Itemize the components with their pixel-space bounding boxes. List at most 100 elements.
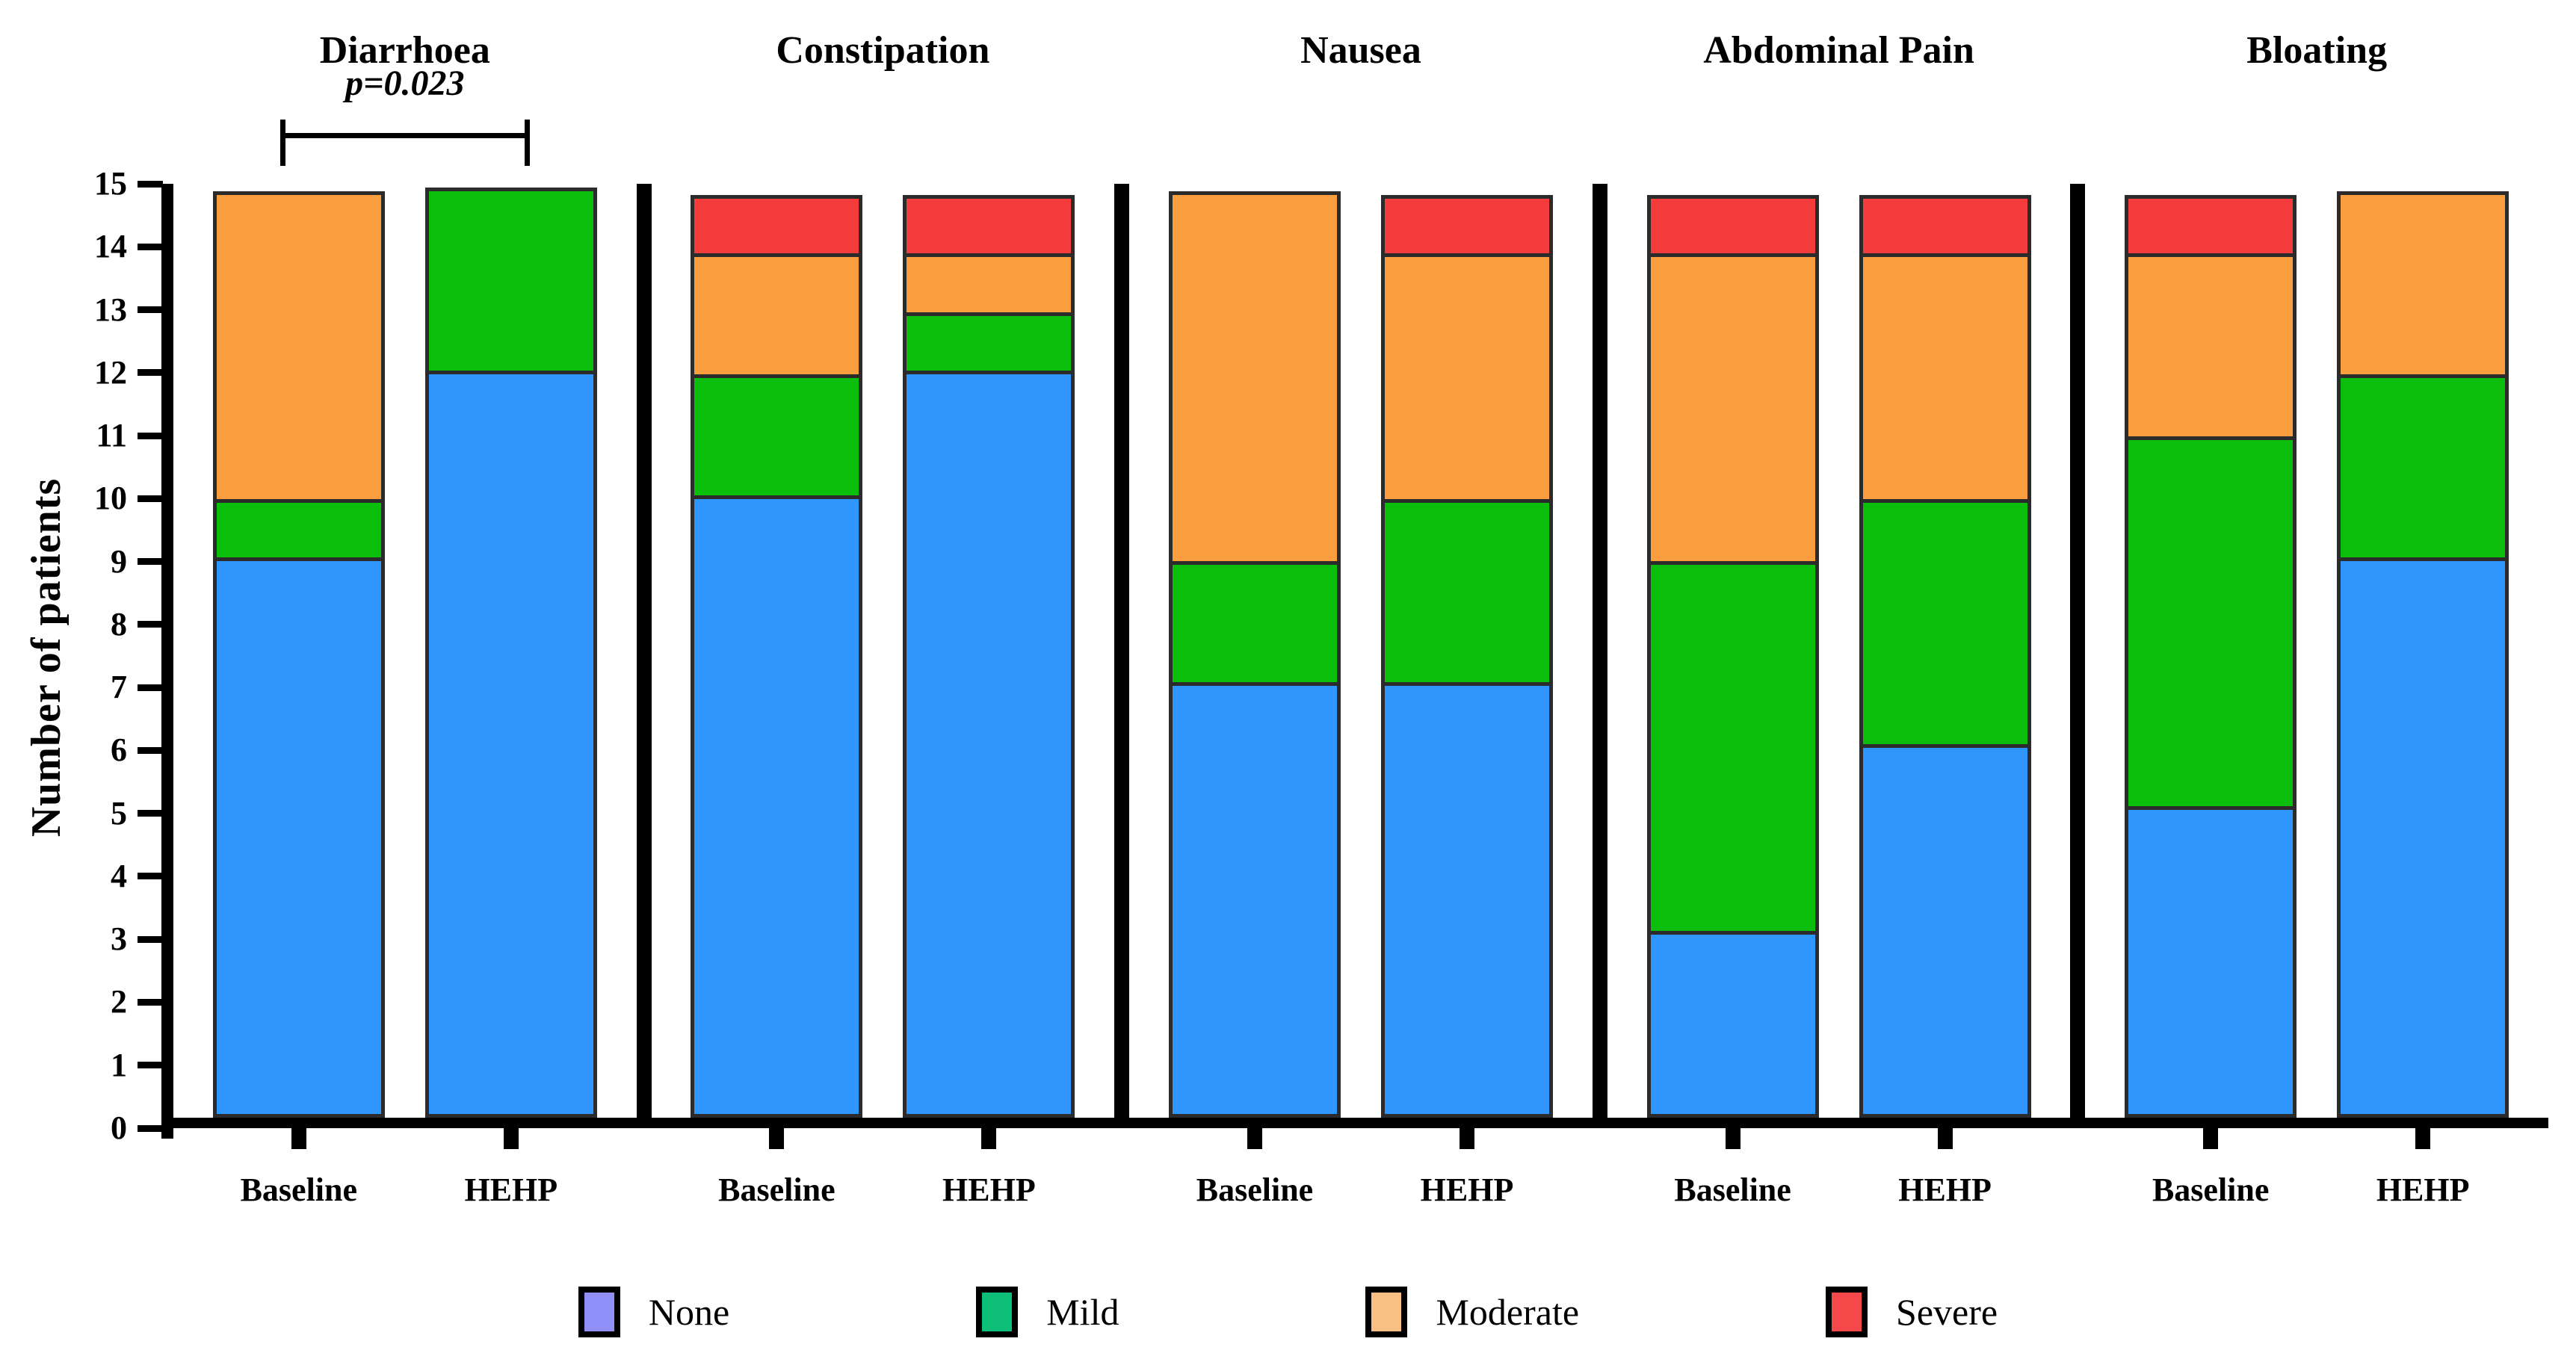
panel-abdominal-pain: Abdominal Pain Baseline HEHP	[1607, 29, 2086, 1208]
segment-none	[1168, 681, 1341, 1118]
x-axis-label: HEHP	[942, 1172, 1036, 1208]
stacked-bar-baseline: Baseline	[1646, 184, 1819, 1208]
y-axis-tick-label: 13	[94, 291, 127, 328]
x-axis-label: Baseline	[718, 1172, 835, 1208]
panel-title: Diarrhoea	[319, 29, 490, 72]
y-axis-tick-label: 2	[111, 983, 127, 1021]
legend-label: Moderate	[1436, 1291, 1580, 1333]
segment-mild	[2337, 374, 2509, 561]
segment-none	[2337, 557, 2509, 1118]
y-axis-tick	[138, 1124, 163, 1132]
segment-mild	[1646, 561, 1819, 935]
segment-mild	[212, 498, 385, 561]
segment-moderate	[1168, 191, 1341, 566]
y-axis-tick-label: 3	[111, 920, 127, 958]
legend-label: Mild	[1046, 1291, 1119, 1333]
y-axis-tick-label: 6	[111, 731, 127, 769]
x-axis-label: Baseline	[1196, 1172, 1314, 1208]
segment-none	[212, 557, 385, 1118]
x-axis-label: Baseline	[1674, 1172, 1791, 1208]
segment-moderate	[1859, 253, 2031, 503]
y-axis-tick-label: 0	[111, 1109, 127, 1146]
legend: None Mild Moderate Severe	[0, 1287, 2576, 1337]
panel-title: Nausea	[1300, 29, 1421, 72]
legend-item-moderate: Moderate	[1365, 1287, 1579, 1337]
x-axis-tick	[769, 1128, 785, 1149]
y-axis-line	[161, 184, 173, 1139]
y-axis-tick	[138, 180, 163, 188]
segment-severe	[1380, 195, 1553, 258]
chart-plot-area: 0 1 2 3 4 5 6 7 8 9 10 11 12 13 14 15 Diarrhoea p=0.023 Ba…	[94, 29, 2548, 1208]
legend-label: None	[648, 1291, 730, 1333]
panel-title: Constipation	[776, 29, 990, 72]
stacked-bar-hehp: HEHP	[903, 184, 1075, 1208]
y-axis-tick	[138, 432, 163, 439]
segment-mild	[691, 374, 863, 499]
segment-mild	[1859, 498, 2031, 748]
legend-item-severe: Severe	[1826, 1287, 1998, 1337]
segment-severe	[903, 195, 1075, 258]
x-axis-label: HEHP	[1420, 1172, 1514, 1208]
legend-label: Severe	[1896, 1291, 1998, 1333]
y-axis-tick-label: 12	[94, 353, 127, 391]
p-value-annotation: p=0.023	[345, 64, 465, 103]
segment-severe	[691, 195, 863, 258]
x-axis-label: Baseline	[240, 1172, 358, 1208]
x-axis-tick	[2415, 1128, 2431, 1149]
segment-none	[1646, 931, 1819, 1118]
y-axis-tick	[138, 684, 163, 691]
segment-moderate	[2337, 191, 2509, 378]
x-axis-tick	[503, 1128, 519, 1149]
stacked-bar-hehp: HEHP	[2337, 184, 2509, 1208]
stacked-bar-baseline: Baseline	[212, 184, 385, 1208]
x-axis-tick	[291, 1128, 306, 1149]
x-axis-tick	[1247, 1128, 1262, 1149]
x-axis-label: HEHP	[2376, 1172, 2470, 1208]
x-axis-tick	[1725, 1128, 1741, 1149]
y-axis-tick	[138, 306, 163, 314]
legend-swatch-icon	[1826, 1287, 1868, 1337]
x-axis-tick	[1459, 1128, 1474, 1149]
x-axis-label: Baseline	[2152, 1172, 2270, 1208]
legend-item-none: None	[578, 1287, 729, 1337]
legend-item-mild: Mild	[976, 1287, 1119, 1337]
segment-moderate	[1380, 253, 1553, 503]
segment-mild	[1380, 498, 1553, 686]
y-axis-tick-label: 7	[111, 669, 127, 706]
y-axis-tick	[138, 369, 163, 377]
segment-severe	[2125, 195, 2297, 258]
panel-title: Abdominal Pain	[1703, 29, 1974, 72]
stacked-bar-hehp: HEHP	[424, 184, 597, 1208]
legend-swatch-icon	[976, 1287, 1019, 1337]
panel-nausea: Nausea Baseline HEHP	[1129, 29, 1607, 1208]
y-axis-title: Number of patients	[23, 477, 70, 838]
legend-swatch-icon	[1365, 1287, 1408, 1337]
panel-diarrhoea: Diarrhoea p=0.023 Baseline HEHP	[173, 29, 652, 1208]
segment-severe	[1859, 195, 2031, 258]
segment-none	[903, 371, 1075, 1118]
x-axis-tick	[1937, 1128, 1953, 1149]
y-axis-tick-label: 15	[94, 165, 127, 202]
x-axis-label: HEHP	[1898, 1172, 1992, 1208]
y-axis-tick	[138, 935, 163, 943]
panel-title: Bloating	[2246, 29, 2388, 72]
stacked-bar-hehp: HEHP	[1380, 184, 1553, 1208]
legend-swatch-icon	[578, 1287, 620, 1337]
x-axis-tick	[2203, 1128, 2219, 1149]
segment-moderate	[1646, 253, 1819, 565]
y-axis-tick	[138, 998, 163, 1006]
y-axis-tick	[138, 873, 163, 880]
segment-mild	[2125, 436, 2297, 811]
segment-mild	[903, 312, 1075, 374]
segment-moderate	[903, 253, 1075, 316]
panel-bloating: Bloating Baseline HEHP	[2085, 29, 2548, 1208]
stacked-bar-baseline: Baseline	[2125, 184, 2297, 1208]
y-axis-tick	[138, 495, 163, 502]
segment-none	[691, 495, 863, 1118]
stacked-bar-baseline: Baseline	[691, 184, 863, 1208]
segment-severe	[1646, 195, 1819, 258]
y-axis-tick	[138, 1062, 163, 1069]
segment-mild	[1168, 561, 1341, 686]
panel-constipation: Constipation Baseline HEHP	[651, 29, 1130, 1208]
y-axis-tick	[138, 243, 163, 250]
